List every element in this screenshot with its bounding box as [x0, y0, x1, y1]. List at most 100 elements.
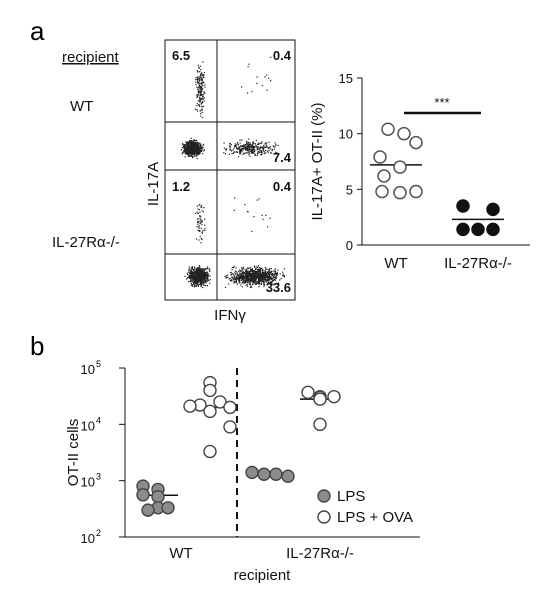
flow-ko-event: [267, 226, 269, 228]
flow-wt-event: [251, 146, 253, 148]
flow-ko-event: [204, 274, 207, 276]
flow-wt-event: [196, 143, 198, 145]
flow-ko-event: [255, 268, 257, 270]
flow-wt-event: [196, 71, 198, 73]
flow-wt-event: [251, 91, 253, 93]
flow-wt-event: [188, 142, 190, 144]
flow-wt-event: [186, 143, 188, 146]
flow-wt-event: [271, 150, 273, 152]
flow-wt-event: [230, 144, 232, 146]
flow-wt-event: [246, 152, 248, 154]
flow-wt-event: [198, 151, 200, 153]
flow-wt-event: [246, 145, 249, 147]
flow-ko-event: [268, 272, 270, 274]
flow-ko-event: [203, 277, 205, 279]
flow-wt-event: [187, 144, 189, 146]
flow-ko-event: [198, 221, 200, 223]
flow-wt-event: [246, 149, 248, 151]
flow-ko-event: [249, 280, 251, 282]
flow-ko-event: [257, 282, 259, 284]
flow-wt-event: [248, 152, 251, 154]
flow-ko-event: [234, 278, 236, 280]
flow-wt-event: [198, 67, 201, 69]
flow-wt-event: [247, 141, 250, 143]
flow-ko-event: [204, 228, 206, 230]
flow-ko-event: [197, 220, 199, 223]
flow-ko-event: [201, 238, 203, 241]
flow-wt-event: [238, 148, 240, 150]
flow-ko-event: [197, 229, 199, 231]
flow-wt-event: [195, 142, 197, 144]
flow-ko-event: [231, 277, 233, 279]
flow-ko-event: [255, 278, 257, 280]
flow-ko-event: [274, 273, 276, 275]
flow-wt-event: [258, 151, 260, 153]
flow-wt-event: [265, 146, 267, 148]
flow-ko-event: [196, 218, 198, 220]
flow-ko-event: [199, 277, 201, 279]
flow-ko-event: [249, 281, 251, 283]
chart-b-point: [223, 400, 237, 415]
flow-ko-event: [234, 197, 236, 199]
flow-ko-event: [194, 279, 196, 281]
flow-wt-event: [260, 150, 262, 152]
flow-wt-event: [241, 148, 244, 150]
flow-ko-event: [247, 211, 249, 213]
flow-wt-event: [195, 149, 197, 152]
flow-ko-event: [246, 285, 249, 287]
flow-wt-event: [273, 148, 275, 150]
flow-wt-event: [192, 140, 194, 142]
flow-wt-event: [256, 146, 258, 148]
flow-ko-event: [279, 273, 281, 275]
flow-wt-event: [196, 103, 198, 105]
flow-ko-event: [270, 271, 272, 274]
flow-ko-event: [209, 279, 211, 281]
flow-ko-event: [256, 275, 258, 277]
flow-ko-event: [256, 199, 258, 201]
chart-b-point: [245, 465, 259, 480]
flow-wt-event: [232, 149, 234, 151]
flow-ko-event: [282, 271, 284, 273]
flow-wt-event: [189, 152, 191, 154]
flow-ko-event: [253, 279, 255, 281]
flow-wt-event: [200, 97, 202, 99]
flow-wt-event: [259, 146, 261, 148]
flow-ko-event: [200, 272, 202, 274]
flow-ko-event: [199, 222, 201, 224]
flow-ko-event: [193, 277, 196, 279]
flow-ko-event: [254, 273, 256, 275]
flow-ko-event: [255, 280, 257, 282]
flow-ko-event: [198, 239, 200, 241]
flow-wt-event: [239, 149, 241, 151]
flow-wt-event: [192, 156, 194, 158]
flow-ko-event: [248, 268, 250, 270]
flow-ko-event: [264, 280, 266, 282]
flow-ko-event: [196, 226, 198, 228]
chart-b-y-label: OT-II cells: [65, 419, 82, 487]
flow-wt-event: [191, 153, 193, 155]
flow-ko-event: [236, 277, 238, 280]
flow-ko-event: [198, 265, 200, 267]
flow-ko-event: [200, 227, 202, 229]
flow-ko-event: [245, 284, 247, 286]
flow-wt-event: [187, 143, 189, 145]
flow-wt-event: [199, 149, 201, 151]
flow-ko-event: [195, 278, 197, 281]
flow-wt-event: [201, 73, 203, 75]
flow-wt-event: [200, 103, 202, 105]
flow-ko-event: [196, 279, 198, 281]
flow-ko-event: [203, 272, 205, 274]
flow-wt-event: [266, 142, 268, 144]
flow-wt-event: [252, 147, 254, 149]
flow-wt-event: [198, 99, 201, 102]
flow-wt-event: [223, 142, 225, 144]
flow-wt-event: [241, 148, 243, 150]
flow-wt-event: [193, 144, 195, 146]
flow-ko-event: [259, 267, 261, 269]
flow-wt-event: [192, 151, 194, 153]
flow-wt-event: [203, 105, 205, 107]
flow-ko-event: [233, 278, 235, 280]
flow-ko-event: [189, 269, 191, 271]
flow-wt-event: [200, 74, 203, 76]
